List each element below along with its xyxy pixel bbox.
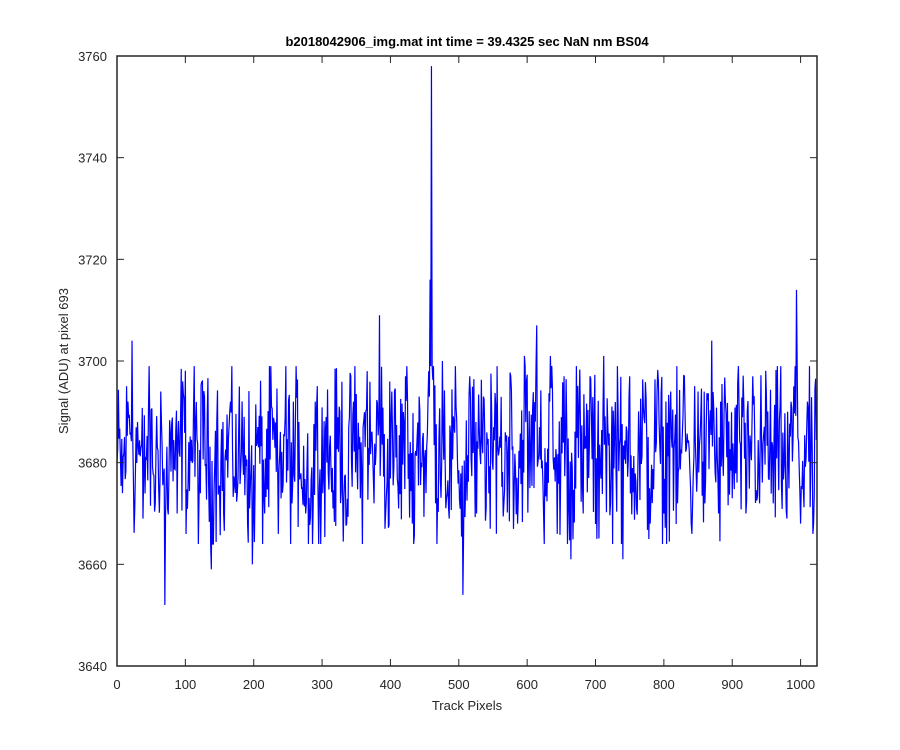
y-axis-label: Signal (ADU) at pixel 693: [56, 288, 71, 434]
y-tick-label: 3660: [78, 557, 107, 572]
y-tick-label: 3640: [78, 659, 107, 674]
series-layer: [116, 66, 817, 606]
y-tick-label: 3700: [78, 354, 107, 369]
x-tick-label: 400: [380, 677, 402, 692]
x-tick-label: 200: [243, 677, 265, 692]
x-tick-label: 1000: [786, 677, 815, 692]
ticks-layer: 0 100 200 300 400 500 600 700 800 900 1000 3640 3660…: [78, 49, 817, 692]
x-tick-label: 700: [585, 677, 607, 692]
x-tick-label: 0: [113, 677, 120, 692]
x-tick-label: 600: [516, 677, 538, 692]
x-tick-label: 800: [653, 677, 675, 692]
chart-title: b2018042906_img.mat int time = 39.4325 s…: [285, 34, 649, 49]
x-tick-label: 100: [175, 677, 197, 692]
x-axis-label: Track Pixels: [432, 698, 503, 713]
x-tick-label: 300: [311, 677, 333, 692]
x-tick-label: 900: [721, 677, 743, 692]
y-tick-label: 3760: [78, 49, 107, 64]
series-line: [116, 66, 817, 606]
y-tick-label: 3680: [78, 456, 107, 471]
y-tick-label: 3740: [78, 151, 107, 166]
y-tick-label: 3720: [78, 252, 107, 267]
x-tick-label: 500: [448, 677, 470, 692]
